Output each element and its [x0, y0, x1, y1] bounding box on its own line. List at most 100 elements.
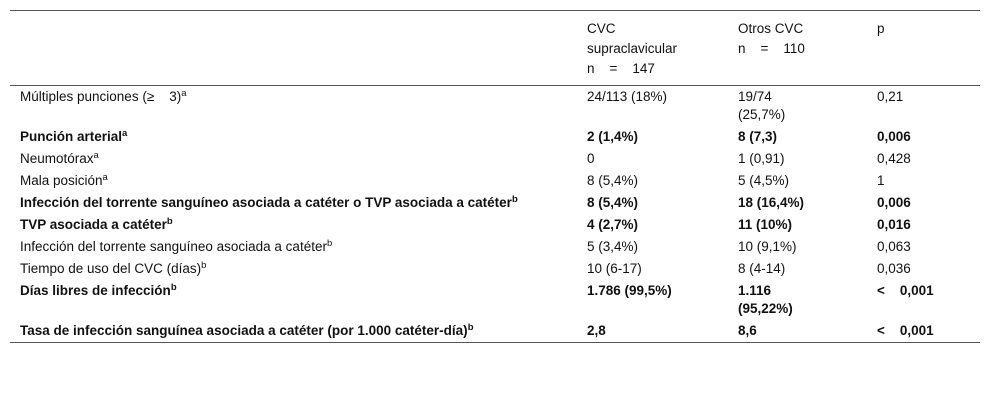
cell-text: 2,8 [587, 323, 606, 338]
row-label: Punción arterial [20, 129, 123, 144]
value-cell: 1.116 (95,22%) [728, 280, 867, 320]
header-text: p [877, 21, 885, 36]
value-cell: 1 (0,91) [728, 148, 867, 170]
cell-text: 1 [877, 173, 885, 188]
row-label: Días libres de infección [20, 283, 171, 298]
cell-text: 5 (3,4%) [587, 239, 639, 254]
cell-text: 0,21 [877, 89, 904, 104]
cell-text: 0,006 [877, 129, 911, 144]
table-row: Tasa de infección sanguínea asociada a c… [10, 320, 980, 343]
header-text: n = 110 [738, 41, 805, 56]
footnote-mark: b [511, 194, 518, 205]
row-label: Tasa de infección sanguínea asociada a c… [20, 323, 468, 338]
row-label-cell: Tiempo de uso del CVC (días)b [10, 258, 577, 280]
header-text: n = 147 [587, 61, 655, 76]
table-row: Infección del torrente sanguíneo asociad… [10, 236, 980, 258]
results-table: CVC supraclavicular n = 147 Otros CVC n = 11… [10, 10, 980, 343]
cell-text: 10 (6-17) [587, 261, 642, 276]
row-label: Infección del torrente sanguíneo asociad… [20, 239, 327, 254]
value-cell: 8 (7,3) [728, 126, 867, 148]
cell-text: 5 (4,5%) [738, 173, 790, 188]
cell-text: 0,063 [877, 239, 911, 254]
table-body: Múltiples punciones (≥ 3)a 24/113 (18%) 19… [10, 86, 980, 343]
row-label: Infección del torrente sanguíneo asociad… [20, 195, 512, 210]
value-cell: 8 (5,4%) [577, 170, 728, 192]
cell-text: 4 (2,7%) [587, 217, 639, 232]
cell-text: 8,6 [738, 323, 757, 338]
cell-text: 8 (5,4%) [587, 195, 639, 210]
row-label-cell: Tasa de infección sanguínea asociada a c… [10, 320, 577, 343]
value-cell: 0,063 [867, 236, 980, 258]
table-row: TVP asociada a catéterb 4 (2,7%) 11 (10%) 0… [10, 214, 980, 236]
cell-text: (25,7%) [738, 107, 786, 122]
cell-text: 8 (7,3) [738, 129, 778, 144]
value-cell: 8 (5,4%) [577, 192, 728, 214]
row-label: TVP asociada a catéter [20, 217, 167, 232]
value-cell: < 0,001 [867, 320, 980, 343]
value-cell: 10 (9,1%) [728, 236, 867, 258]
row-label-cell: Infección del torrente sanguíneo asociad… [10, 192, 577, 214]
row-label-cell: TVP asociada a catéterb [10, 214, 577, 236]
row-label: Neumotórax [20, 151, 94, 166]
header-cell: CVC supraclavicular n = 147 [577, 11, 728, 86]
table-row: Punción arteriala 2 (1,4%) 8 (7,3) 0,006 [10, 126, 980, 148]
cell-text: 1.786 (99,5%) [587, 283, 672, 298]
table-row: Mala posicióna 8 (5,4%) 5 (4,5%) 1 [10, 170, 980, 192]
footnote-mark: b [170, 282, 177, 293]
row-label: Mala posición [20, 173, 103, 188]
header-row: CVC supraclavicular n = 147 Otros CVC n = 11… [10, 10, 980, 86]
footnote-mark: a [102, 172, 108, 183]
cell-text: 0,036 [877, 261, 911, 276]
value-cell: 10 (6-17) [577, 258, 728, 280]
value-cell: 8,6 [728, 320, 867, 343]
cell-text: 11 (10%) [738, 217, 793, 232]
cell-text: 8 (4-14) [738, 261, 786, 276]
table-head: CVC supraclavicular n = 147 Otros CVC n = 11… [10, 10, 980, 86]
value-cell: 19/74 (25,7%) [728, 86, 867, 127]
table-row: Tiempo de uso del CVC (días)b 10 (6-17) 8 … [10, 258, 980, 280]
row-label-cell: Días libres de infecciónb [10, 280, 577, 320]
table-row: Infección del torrente sanguíneo asociad… [10, 192, 980, 214]
value-cell: 1.786 (99,5%) [577, 280, 728, 320]
row-label: Múltiples punciones (≥ 3) [20, 89, 182, 104]
table-row: Neumotóraxa 0 1 (0,91) 0,428 [10, 148, 980, 170]
cell-text: 2 (1,4%) [587, 129, 639, 144]
value-cell: 0,006 [867, 126, 980, 148]
value-cell: 0,016 [867, 214, 980, 236]
value-cell: 18 (16,4%) [728, 192, 867, 214]
table-row: Días libres de infecciónb 1.786 (99,5%) 1.… [10, 280, 980, 320]
value-cell: 2 (1,4%) [577, 126, 728, 148]
row-label-cell: Neumotóraxa [10, 148, 577, 170]
value-cell: 0,21 [867, 86, 980, 127]
value-cell: < 0,001 [867, 280, 980, 320]
header-cell: p [867, 11, 980, 86]
value-cell: 24/113 (18%) [577, 86, 728, 127]
cell-text: 24/113 (18%) [587, 89, 668, 104]
cell-text: < 0,001 [877, 283, 934, 298]
row-label: Tiempo de uso del CVC (días) [20, 261, 202, 276]
value-cell: 8 (4-14) [728, 258, 867, 280]
value-cell: 0,006 [867, 192, 980, 214]
value-cell: 4 (2,7%) [577, 214, 728, 236]
cell-text: (95,22%) [738, 301, 793, 316]
row-label-cell: Punción arteriala [10, 126, 577, 148]
header-text: supraclavicular [587, 41, 678, 56]
value-cell: 1 [867, 170, 980, 192]
value-cell: 0 [577, 148, 728, 170]
row-label-cell: Múltiples punciones (≥ 3)a [10, 86, 577, 127]
cell-text: 8 (5,4%) [587, 173, 639, 188]
cell-text: 1.116 [738, 283, 772, 298]
header-cell: Otros CVC n = 110 [728, 11, 867, 86]
cell-text: 19/74 [738, 89, 772, 104]
footnote-mark: a [181, 88, 187, 99]
value-cell: 0,036 [867, 258, 980, 280]
cell-text: 0,016 [877, 217, 911, 232]
footnote-mark: b [326, 238, 333, 249]
footnote-mark: b [467, 322, 474, 333]
cell-text: < 0,001 [877, 323, 934, 338]
value-cell: 5 (3,4%) [577, 236, 728, 258]
cell-text: 10 (9,1%) [738, 239, 797, 254]
header-text: Otros CVC [738, 21, 804, 36]
value-cell: 0,428 [867, 148, 980, 170]
